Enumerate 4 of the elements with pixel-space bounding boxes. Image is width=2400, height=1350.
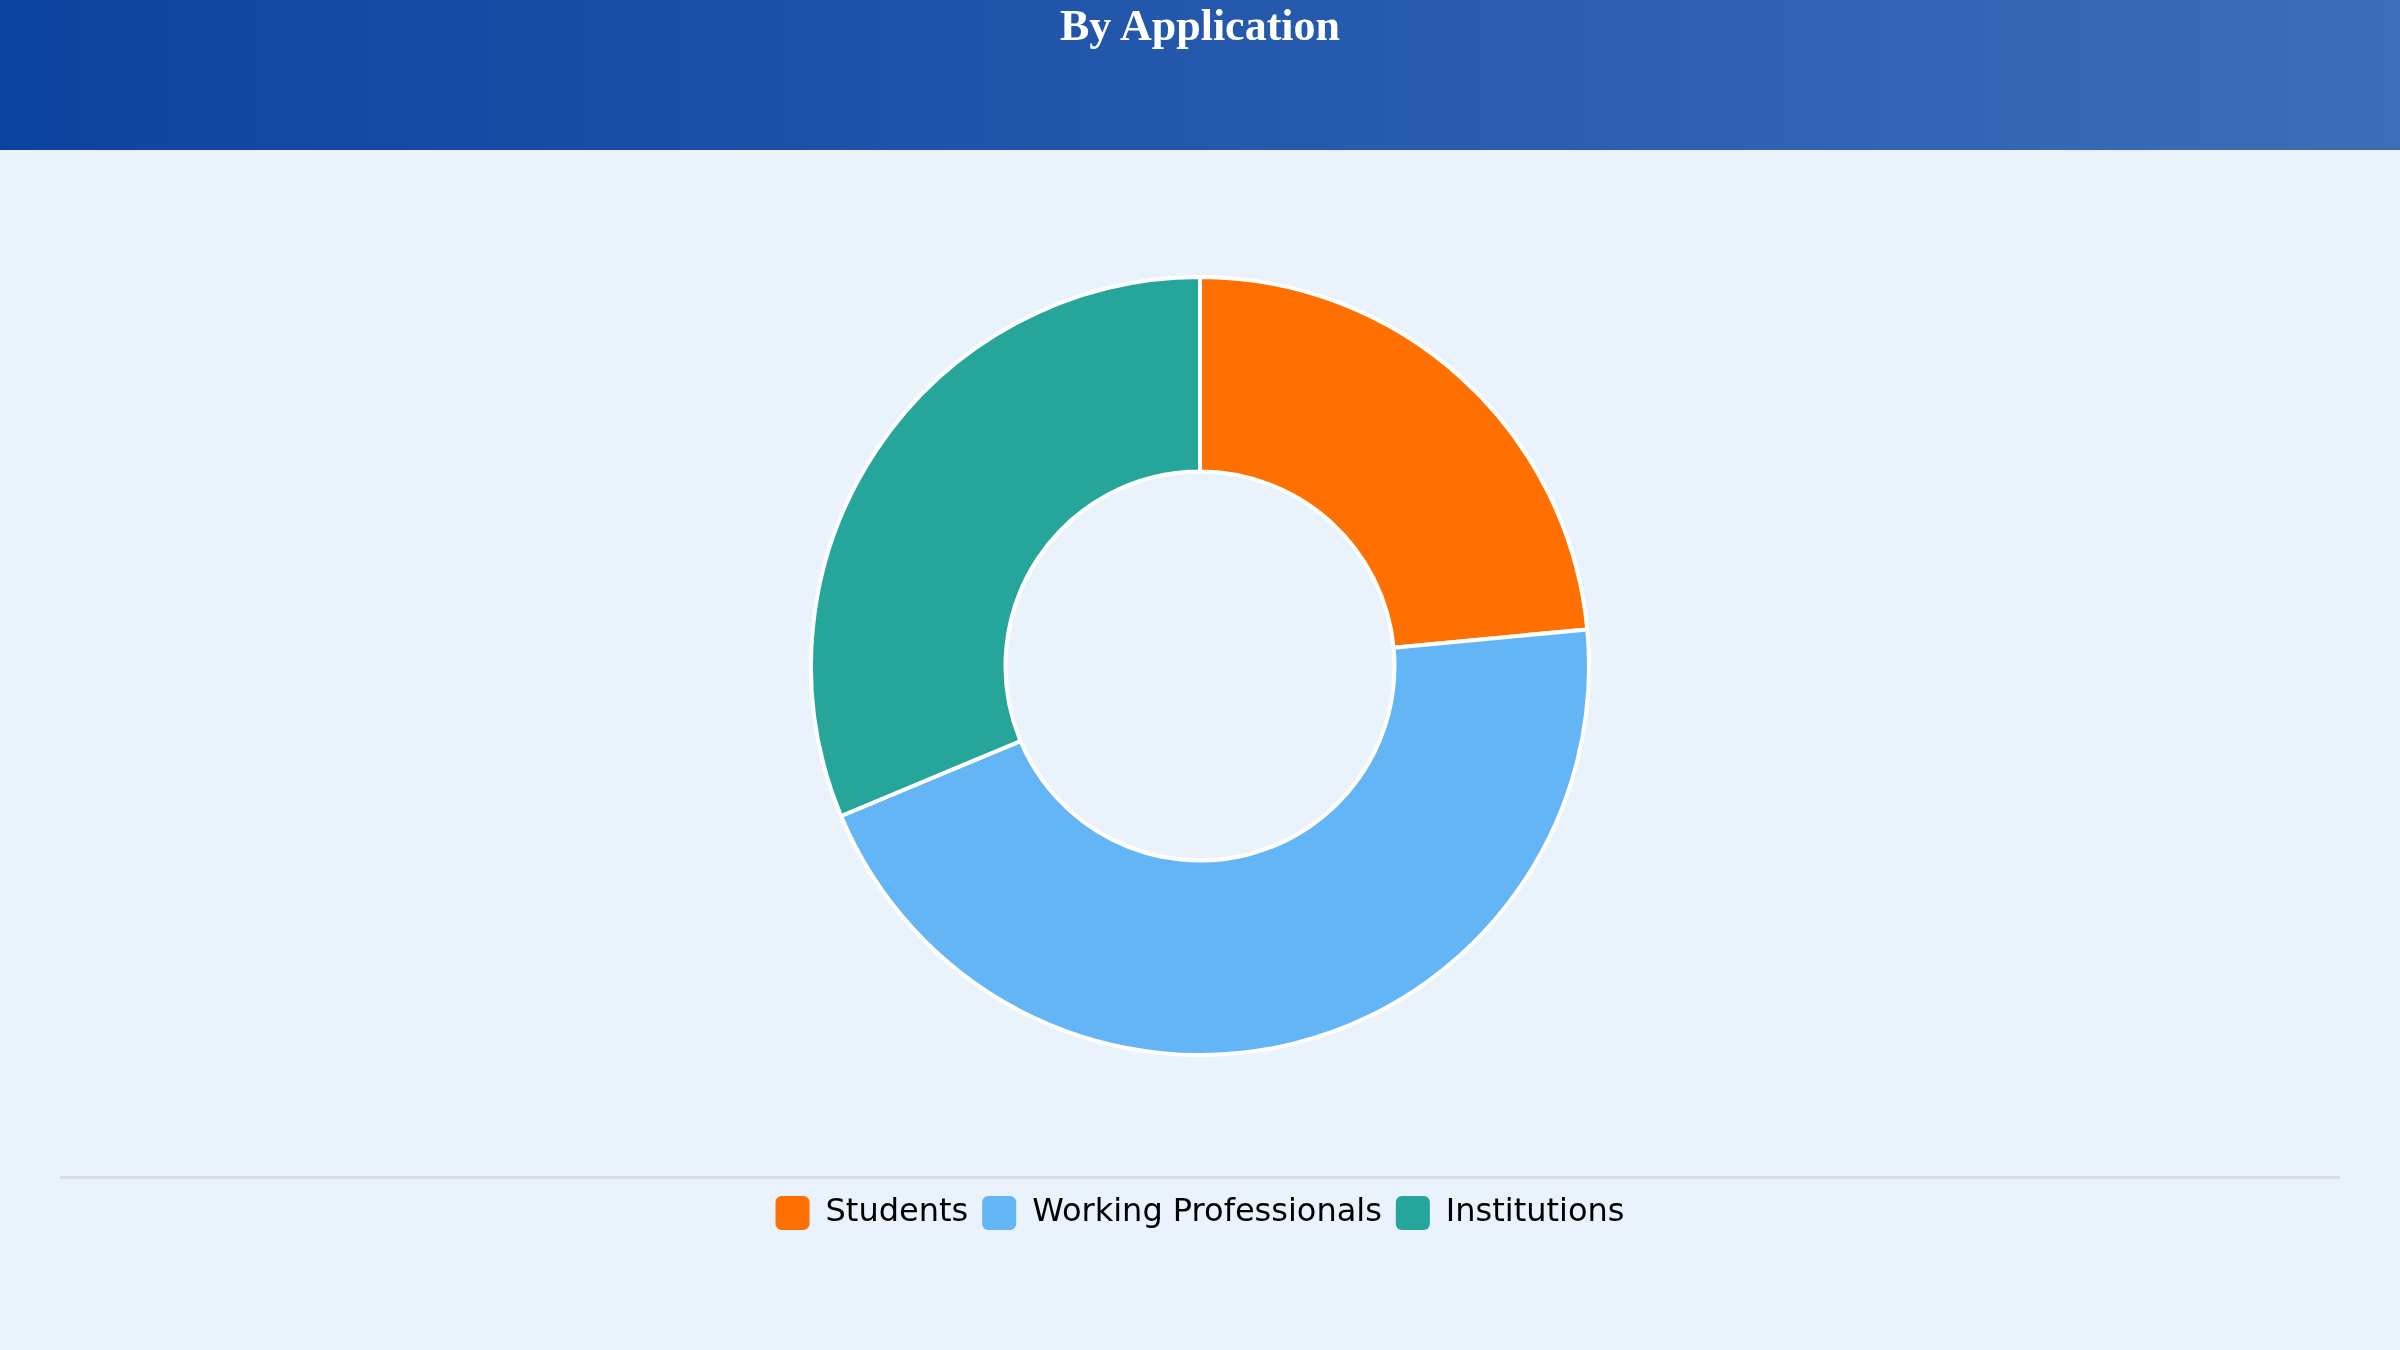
chart-title: By Application (0, 0, 2400, 150)
legend-label: Working Professionals (1032, 1191, 1382, 1230)
legend-label: Students (825, 1191, 969, 1230)
legend-label: Institutions (1445, 1191, 1625, 1230)
